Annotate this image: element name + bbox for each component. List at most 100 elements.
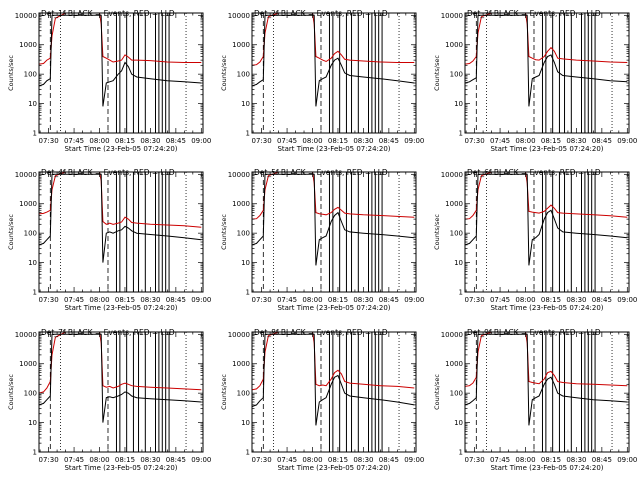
x-tick-label: 08:30 [566, 456, 586, 464]
x-tick-label: 09:00 [617, 137, 637, 145]
y-tick-label: 1 [459, 449, 463, 457]
x-tick-label: 08:45 [166, 296, 186, 304]
x-tick-label: 07:30 [465, 137, 485, 145]
x-axis-label: Start Time (23-Feb-05 07:24:20) [490, 464, 603, 472]
y-axis-label: Counts/sec [220, 374, 228, 410]
y-tick-label: 10 [454, 100, 463, 108]
x-tick-label: 08:30 [140, 456, 160, 464]
x-axis-label: Start Time (23-Feb-05 07:24:20) [277, 464, 390, 472]
plot-frame [464, 12, 630, 134]
y-axis-label: Counts/sec [7, 214, 15, 250]
y-tick-label: 1 [33, 289, 37, 297]
x-tick-label: 07:30 [465, 456, 485, 464]
y-tick-label: 10 [241, 100, 250, 108]
x-tick-label: 08:15 [541, 296, 561, 304]
y-tick-label: 1000 [445, 200, 463, 208]
plot-frame [251, 12, 417, 134]
events-series-line [39, 173, 202, 263]
plot-frame [464, 171, 630, 293]
y-tick-label: 10000 [441, 331, 463, 339]
x-tick-label: 07:45 [490, 296, 510, 304]
y-tick-label: 1000 [232, 360, 250, 368]
y-tick-label: 10 [454, 259, 463, 267]
y-tick-label: 10000 [15, 12, 37, 20]
y-tick-label: 1 [459, 289, 463, 297]
x-tick-label: 09:00 [617, 296, 637, 304]
y-tick-label: 100 [237, 71, 250, 79]
y-tick-label: 1000 [19, 360, 37, 368]
y-tick-label: 10 [28, 259, 37, 267]
y-tick-label: 100 [450, 71, 463, 79]
x-tick-label: 08:00 [515, 137, 535, 145]
x-tick-label: 08:45 [379, 296, 399, 304]
y-tick-label: 100 [237, 230, 250, 238]
x-tick-label: 07:45 [490, 456, 510, 464]
x-tick-label: 07:30 [39, 296, 59, 304]
detector-plot-9: 1 10 100 1000 10000 07:30 07:45 08:00 08:15 08:30… [433, 328, 637, 472]
x-tick-label: 08:30 [353, 137, 373, 145]
x-tick-label: 08:15 [328, 456, 348, 464]
y-tick-label: 1000 [19, 200, 37, 208]
x-tick-label: 09:00 [404, 137, 424, 145]
y-tick-label: 1000 [445, 360, 463, 368]
y-tick-label: 10 [454, 419, 463, 427]
x-tick-label: 07:45 [277, 456, 297, 464]
y-tick-label: 10000 [15, 171, 37, 179]
plot-title: Det_5f BLACK = Events, RED = LLD [254, 168, 388, 177]
events-series-line [39, 333, 202, 423]
x-tick-label: 09:00 [191, 137, 211, 145]
events-series-line [39, 14, 202, 107]
x-tick-label: 09:00 [191, 456, 211, 464]
x-tick-label: 07:45 [64, 456, 84, 464]
y-tick-label: 1 [33, 449, 37, 457]
x-tick-label: 08:45 [166, 456, 186, 464]
x-tick-label: 08:00 [89, 296, 109, 304]
x-tick-label: 08:45 [379, 456, 399, 464]
y-tick-label: 10 [241, 419, 250, 427]
x-axis-label: Start Time (23-Feb-05 07:24:20) [490, 145, 603, 153]
events-series-line [465, 14, 628, 107]
plot-title: Det_4f BLACK = Events, RED = LLD [41, 168, 175, 177]
detector-plot-6: 1 10 100 1000 10000 07:30 07:45 08:00 08:15 08:30… [433, 168, 637, 312]
y-tick-label: 1 [246, 289, 250, 297]
detector-plot-1: 1 10 100 1000 10000 07:30 07:45 08:00 08:15 08:30… [7, 9, 211, 153]
events-series-line [465, 173, 628, 266]
detector-plot-7: 1 10 100 1000 10000 07:30 07:45 08:00 08:15 08:30… [7, 328, 211, 472]
events-series-line [252, 14, 415, 107]
detector-plot-4: 1 10 100 1000 10000 07:30 07:45 08:00 08:15 08:30… [7, 168, 211, 312]
x-tick-label: 08:15 [328, 296, 348, 304]
x-tick-label: 08:15 [328, 137, 348, 145]
x-tick-label: 07:45 [490, 137, 510, 145]
x-tick-label: 08:15 [115, 456, 135, 464]
x-tick-label: 08:00 [302, 296, 322, 304]
x-axis-label: Start Time (23-Feb-05 07:24:20) [64, 464, 177, 472]
x-tick-label: 08:30 [353, 456, 373, 464]
y-tick-label: 1000 [232, 41, 250, 49]
x-tick-label: 07:30 [465, 296, 485, 304]
x-axis-label: Start Time (23-Feb-05 07:24:20) [277, 145, 390, 153]
y-tick-label: 1000 [232, 200, 250, 208]
y-tick-label: 1 [246, 130, 250, 138]
plot-frame [38, 331, 204, 453]
x-tick-label: 08:15 [115, 296, 135, 304]
x-tick-label: 07:45 [277, 137, 297, 145]
y-tick-label: 100 [450, 230, 463, 238]
x-axis-label: Start Time (23-Feb-05 07:24:20) [277, 304, 390, 312]
x-tick-label: 09:00 [191, 296, 211, 304]
x-tick-label: 08:00 [515, 296, 535, 304]
plot-title: Det_1f BLACK = Events, RED = LLD [41, 9, 175, 18]
x-tick-label: 07:30 [252, 137, 272, 145]
y-tick-label: 1 [459, 130, 463, 138]
y-tick-label: 10 [241, 259, 250, 267]
plot-frame [38, 171, 204, 293]
y-axis-label: Counts/sec [220, 55, 228, 91]
y-axis-label: Counts/sec [7, 55, 15, 91]
events-series-line [465, 333, 628, 426]
x-tick-label: 09:00 [617, 456, 637, 464]
y-tick-label: 10000 [228, 12, 250, 20]
x-tick-label: 07:30 [252, 456, 272, 464]
x-tick-label: 08:00 [89, 137, 109, 145]
x-tick-label: 07:30 [39, 137, 59, 145]
